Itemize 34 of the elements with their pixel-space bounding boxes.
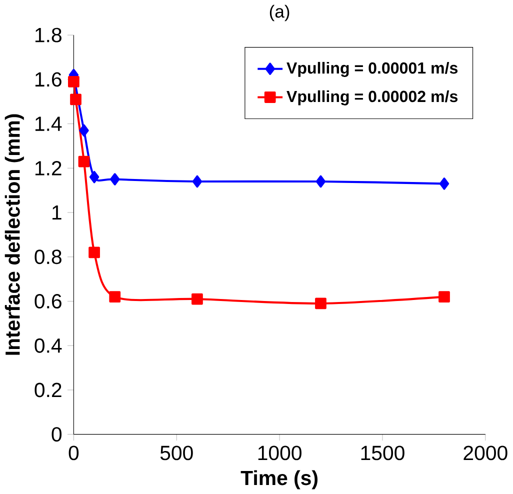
y-tick-label: 1 (52, 205, 62, 220)
y-axis-title: Interface deflection (mm) (4, 114, 24, 355)
y-tick-label: 1.8 (35, 28, 62, 42)
x-axis-title: Time (s) (240, 470, 318, 490)
y-tick-label: 0.8 (34, 250, 62, 264)
x-tick-label: 0 (68, 446, 79, 460)
point (88, 246, 100, 258)
point (79, 124, 89, 137)
y-tick-label: 0.6 (34, 294, 62, 308)
x-tick-label: 1000 (258, 446, 302, 460)
x-tick-label: 1500 (361, 446, 404, 460)
point (192, 175, 202, 188)
point (110, 173, 120, 186)
legend-label: Vpulling = 0.00001 m/s (286, 62, 458, 77)
chart-title: (a) (270, 4, 290, 22)
point (78, 156, 90, 168)
point (192, 293, 203, 305)
point (439, 178, 450, 190)
legend-label: Vpulling = 0.00002 m/s (286, 90, 458, 106)
point (68, 76, 80, 88)
y-tick-label: 0 (52, 427, 62, 442)
point (89, 170, 100, 184)
point (438, 291, 450, 302)
point (70, 94, 82, 106)
y-tick-label: 1.2 (35, 160, 62, 176)
point (109, 291, 121, 302)
x-tick-label: 2000 (464, 446, 508, 460)
y-tick-label: 0.4 (34, 338, 62, 353)
point (316, 175, 326, 188)
x-tick-label: 500 (160, 446, 193, 460)
y-tick-label: 0.2 (34, 382, 62, 398)
point (315, 298, 326, 310)
y-tick-label: 1.4 (35, 116, 62, 131)
y-tick-label: 1.6 (35, 72, 62, 87)
